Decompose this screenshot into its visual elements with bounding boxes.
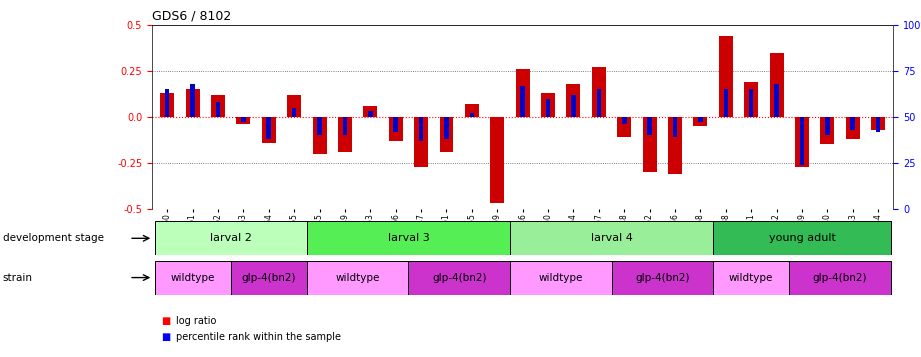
Text: young adult: young adult <box>768 233 835 243</box>
Bar <box>211 95 225 117</box>
Bar <box>643 117 657 172</box>
Bar <box>419 117 424 141</box>
Bar <box>364 106 378 117</box>
Bar <box>444 117 449 139</box>
Bar <box>592 67 606 117</box>
Bar <box>510 261 612 295</box>
Bar <box>546 99 551 117</box>
Bar <box>343 117 347 135</box>
Bar <box>368 111 373 117</box>
Bar <box>393 117 398 132</box>
Bar <box>647 117 652 135</box>
Bar <box>307 261 408 295</box>
Bar <box>470 113 474 117</box>
Bar <box>698 117 703 122</box>
Text: wildtype: wildtype <box>335 272 379 283</box>
Text: larval 4: larval 4 <box>590 233 633 243</box>
Bar <box>876 117 880 132</box>
Text: ■: ■ <box>161 332 170 342</box>
Bar <box>338 117 352 152</box>
Bar <box>871 117 885 130</box>
Bar <box>744 82 758 117</box>
Bar <box>241 117 246 122</box>
Bar <box>317 117 321 135</box>
Text: wildtype: wildtype <box>539 272 583 283</box>
Bar <box>541 93 555 117</box>
Text: glp-4(bn2): glp-4(bn2) <box>635 272 690 283</box>
Bar <box>266 117 271 139</box>
Bar <box>414 117 428 167</box>
Text: log ratio: log ratio <box>176 316 216 326</box>
Bar <box>155 261 230 295</box>
Bar <box>713 221 891 255</box>
Bar <box>389 117 402 141</box>
Bar <box>821 117 834 145</box>
Bar <box>749 89 753 117</box>
Bar <box>262 117 275 143</box>
Bar <box>160 93 174 117</box>
Text: larval 3: larval 3 <box>388 233 429 243</box>
Bar <box>825 117 830 135</box>
Bar <box>216 102 220 117</box>
Bar <box>155 221 307 255</box>
Bar <box>775 84 779 117</box>
Bar <box>516 69 530 117</box>
Bar <box>165 89 169 117</box>
Bar <box>186 89 200 117</box>
Text: GDS6 / 8102: GDS6 / 8102 <box>152 9 231 22</box>
Bar <box>713 261 789 295</box>
Bar <box>312 117 327 154</box>
Bar <box>612 261 713 295</box>
Bar <box>668 117 682 174</box>
Text: glp-4(bn2): glp-4(bn2) <box>432 272 486 283</box>
Text: glp-4(bn2): glp-4(bn2) <box>813 272 868 283</box>
Bar <box>799 117 804 165</box>
Text: wildtype: wildtype <box>729 272 774 283</box>
Text: development stage: development stage <box>3 233 104 243</box>
Bar <box>408 261 510 295</box>
Bar <box>724 89 729 117</box>
Bar <box>694 117 707 126</box>
Bar <box>770 52 784 117</box>
Text: percentile rank within the sample: percentile rank within the sample <box>176 332 341 342</box>
Text: glp-4(bn2): glp-4(bn2) <box>241 272 296 283</box>
Text: strain: strain <box>3 273 33 283</box>
Text: ■: ■ <box>161 316 170 326</box>
Bar <box>597 89 601 117</box>
Bar <box>510 221 713 255</box>
Bar <box>237 117 251 124</box>
Bar <box>292 108 297 117</box>
Bar <box>287 95 301 117</box>
Text: larval 2: larval 2 <box>210 233 251 243</box>
Text: wildtype: wildtype <box>170 272 215 283</box>
Bar <box>795 117 809 167</box>
Bar <box>617 117 631 137</box>
Bar <box>622 117 626 124</box>
Bar <box>465 104 479 117</box>
Bar <box>191 84 195 117</box>
Bar <box>789 261 891 295</box>
Bar <box>520 86 525 117</box>
Bar <box>230 261 307 295</box>
Bar <box>718 36 733 117</box>
Bar <box>850 117 855 130</box>
Bar <box>307 221 510 255</box>
Bar <box>571 95 576 117</box>
Bar <box>845 117 859 139</box>
Bar <box>490 117 505 203</box>
Bar <box>566 84 580 117</box>
Bar <box>672 117 677 137</box>
Bar <box>439 117 453 152</box>
